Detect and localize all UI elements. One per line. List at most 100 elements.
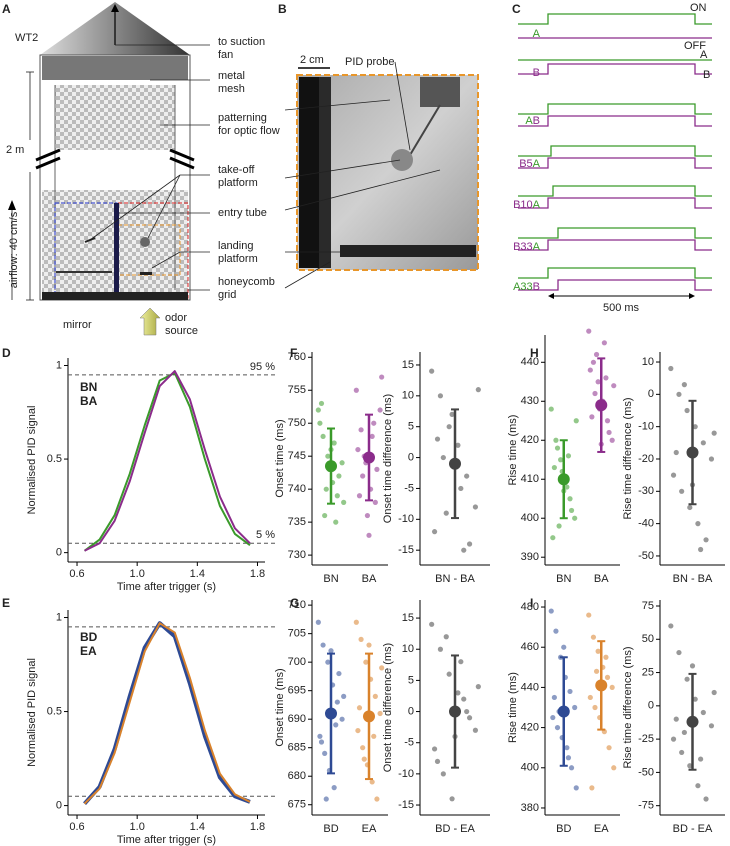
data-point xyxy=(371,733,377,739)
data-point xyxy=(377,710,383,717)
data-point xyxy=(593,668,600,674)
timing-label: ON xyxy=(690,2,707,14)
y-axis-label: Rise time (ms) xyxy=(507,672,519,743)
data-point xyxy=(323,486,329,492)
data-point xyxy=(556,523,562,529)
diagram-label: airflow: 40 cm/s xyxy=(8,211,20,288)
data-point xyxy=(592,390,598,397)
y-tick-label: -40 xyxy=(638,518,654,530)
data-point xyxy=(567,688,573,695)
data-point xyxy=(336,473,342,479)
y-tick-label: 420 xyxy=(521,434,539,446)
diagram-label: odor xyxy=(165,312,187,324)
row-label: B xyxy=(533,67,540,79)
data-point xyxy=(553,628,559,634)
trace xyxy=(518,267,712,279)
x-tick-label: EA xyxy=(594,823,609,835)
data-point xyxy=(431,529,438,535)
line-series xyxy=(83,622,251,805)
data-point xyxy=(587,367,593,373)
data-point xyxy=(372,693,378,699)
row-label: B5A xyxy=(519,158,540,170)
x-tick-label: BD - EA xyxy=(673,823,713,835)
row-label-part: B xyxy=(533,67,540,79)
y-tick-label: 5 xyxy=(408,674,414,686)
y-tick-label: 10 xyxy=(642,356,654,368)
y-axis-label: Onset time difference (ms) xyxy=(382,643,394,772)
data-point xyxy=(592,704,598,711)
data-point xyxy=(475,684,481,690)
data-point xyxy=(328,648,334,654)
data-point xyxy=(573,418,579,424)
y-tick-label: 0 xyxy=(648,700,654,712)
panel-label: H xyxy=(530,346,539,360)
y-axis-label: Rise time difference (ms) xyxy=(622,646,634,768)
data-point xyxy=(554,445,561,451)
data-point xyxy=(568,765,575,771)
data-point xyxy=(366,532,372,538)
mean-point xyxy=(325,707,337,720)
data-point xyxy=(358,636,364,642)
data-point xyxy=(360,745,366,751)
timing-label: OFF xyxy=(684,40,706,52)
data-point xyxy=(604,418,611,424)
panel-label: E xyxy=(2,596,10,610)
diagram-label: 2 m xyxy=(6,144,24,156)
data-point xyxy=(361,756,367,762)
data-point xyxy=(443,510,449,516)
data-point xyxy=(322,750,328,757)
data-point xyxy=(561,644,567,650)
data-point xyxy=(374,796,380,802)
x-tick-label: 1.4 xyxy=(190,568,205,580)
mean-point xyxy=(686,446,699,459)
line-series xyxy=(83,621,251,806)
y-tick-label: 15 xyxy=(402,612,414,624)
x-tick-label: BN - BA xyxy=(673,573,713,585)
y-axis-label: Rise time (ms) xyxy=(507,415,519,486)
data-point xyxy=(550,714,556,721)
y-tick-label: 0 xyxy=(408,451,414,463)
mean-point xyxy=(686,715,699,728)
mean-point xyxy=(449,457,461,470)
threshold-label: 5 % xyxy=(256,529,275,541)
data-point xyxy=(356,493,363,499)
trace xyxy=(518,185,712,197)
mean-point xyxy=(595,679,608,692)
data-point xyxy=(464,708,470,715)
data-point xyxy=(553,437,559,443)
y-tick-label: -10 xyxy=(398,513,414,525)
data-point xyxy=(353,619,359,625)
y-tick-label: 15 xyxy=(402,359,414,371)
y-axis-label: Normalised PID signal xyxy=(26,658,38,767)
data-point xyxy=(679,488,685,494)
data-point xyxy=(437,393,444,399)
row-label-part: B xyxy=(533,281,540,293)
data-point xyxy=(315,407,321,413)
data-point xyxy=(369,433,375,440)
trace xyxy=(518,13,712,25)
data-point xyxy=(437,646,444,652)
data-point xyxy=(586,612,592,618)
y-tick-label: 735 xyxy=(288,516,306,528)
data-point xyxy=(564,745,570,751)
data-point xyxy=(611,765,617,771)
trace xyxy=(518,279,712,291)
x-tick-label: EA xyxy=(362,823,377,835)
data-point xyxy=(366,642,372,648)
data-point xyxy=(429,621,435,627)
y-tick-label: 695 xyxy=(288,685,306,697)
data-point xyxy=(708,456,715,462)
diagram-label: grid xyxy=(218,289,236,301)
x-tick-label: BD xyxy=(323,823,338,835)
y-tick-label: 710 xyxy=(288,599,306,611)
diagram-label: to suction xyxy=(218,36,265,48)
data-point xyxy=(317,733,323,739)
y-tick-label: 0 xyxy=(648,388,654,400)
data-point xyxy=(698,546,704,553)
x-tick-label: BN xyxy=(323,573,338,585)
mean-point xyxy=(363,710,375,723)
x-tick-label: 1.0 xyxy=(130,568,145,580)
data-point xyxy=(325,453,331,459)
data-point xyxy=(606,745,612,751)
data-point xyxy=(455,442,461,448)
